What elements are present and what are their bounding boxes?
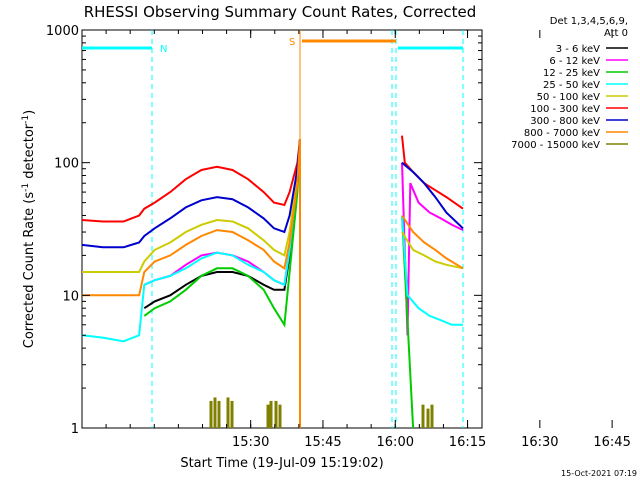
y-axis-label-base: Corrected Count Rate (s [22,192,37,349]
series-line-4 [82,139,301,273]
series-group [81,135,464,429]
y-tick-label: 1 [71,422,79,437]
series-line-0 [143,139,301,310]
y-axis-label: Corrected Count Rate (s-1 detector-1) [21,110,37,348]
x-axis: 15:30 15:45 16:00 16:15 16:30 16:45 [81,30,631,450]
legend-label: 7000 - 15000 keV [511,140,600,151]
y-tick-label: 100 [54,157,79,172]
series-line-3 [401,215,463,326]
night-label: N [160,44,167,55]
series-line-7 [82,139,301,297]
chart-title: RHESSI Observing Summary Count Rates, Co… [84,3,477,21]
legend-label: 6 - 12 keV [549,56,600,67]
x-axis-label: Start Time (19-Jul-09 15:19:02) [180,456,383,471]
legend-label: 100 - 300 keV [530,104,600,115]
legend-header: Att 0 [604,28,628,39]
x-tick-label: 16:15 [449,435,486,450]
x-tick-label: 16:30 [521,435,558,450]
series-line-5 [401,135,464,210]
y-tick-label: 1000 [46,24,79,39]
legend-label: 25 - 50 keV [543,80,600,91]
legend-label: 3 - 6 keV [556,44,600,55]
legend-label: 800 - 7000 keV [524,128,600,139]
timestamp: 15-Oct-2021 07:19 [561,469,637,478]
x-tick-label: 16:00 [377,435,414,450]
x-tick-label: 16:45 [593,435,630,450]
y-axis-label-exp2: -1 [21,115,31,124]
y-axis: 1 10 100 1000 [46,24,482,437]
series-line-3 [81,139,301,343]
y-axis-label-exp1: -1 [21,183,31,192]
series-line-5 [81,139,301,223]
series-line-6 [401,161,464,230]
series-line-2 [143,143,301,328]
y-axis-label-mid: detector [22,123,37,183]
x-tick-label: 15:45 [304,435,341,450]
legend-label: 12 - 25 keV [543,68,600,79]
series-line-4 [401,231,464,270]
legend-label: 50 - 100 keV [537,92,601,103]
series-line-7 [401,214,464,270]
x-tick-label: 15:30 [232,435,269,450]
y-axis-label-end: ) [22,110,37,115]
legend-label: 300 - 800 keV [530,116,600,127]
attenuator-annotations: NS [82,30,464,428]
series-line-1 [401,162,464,336]
y-tick-label: 10 [62,289,79,304]
series-line-6 [81,139,301,249]
legend-header: Det 1,3,4,5,6,9, [550,16,628,27]
plot-frame [81,29,483,429]
saa-label: S [289,37,295,48]
